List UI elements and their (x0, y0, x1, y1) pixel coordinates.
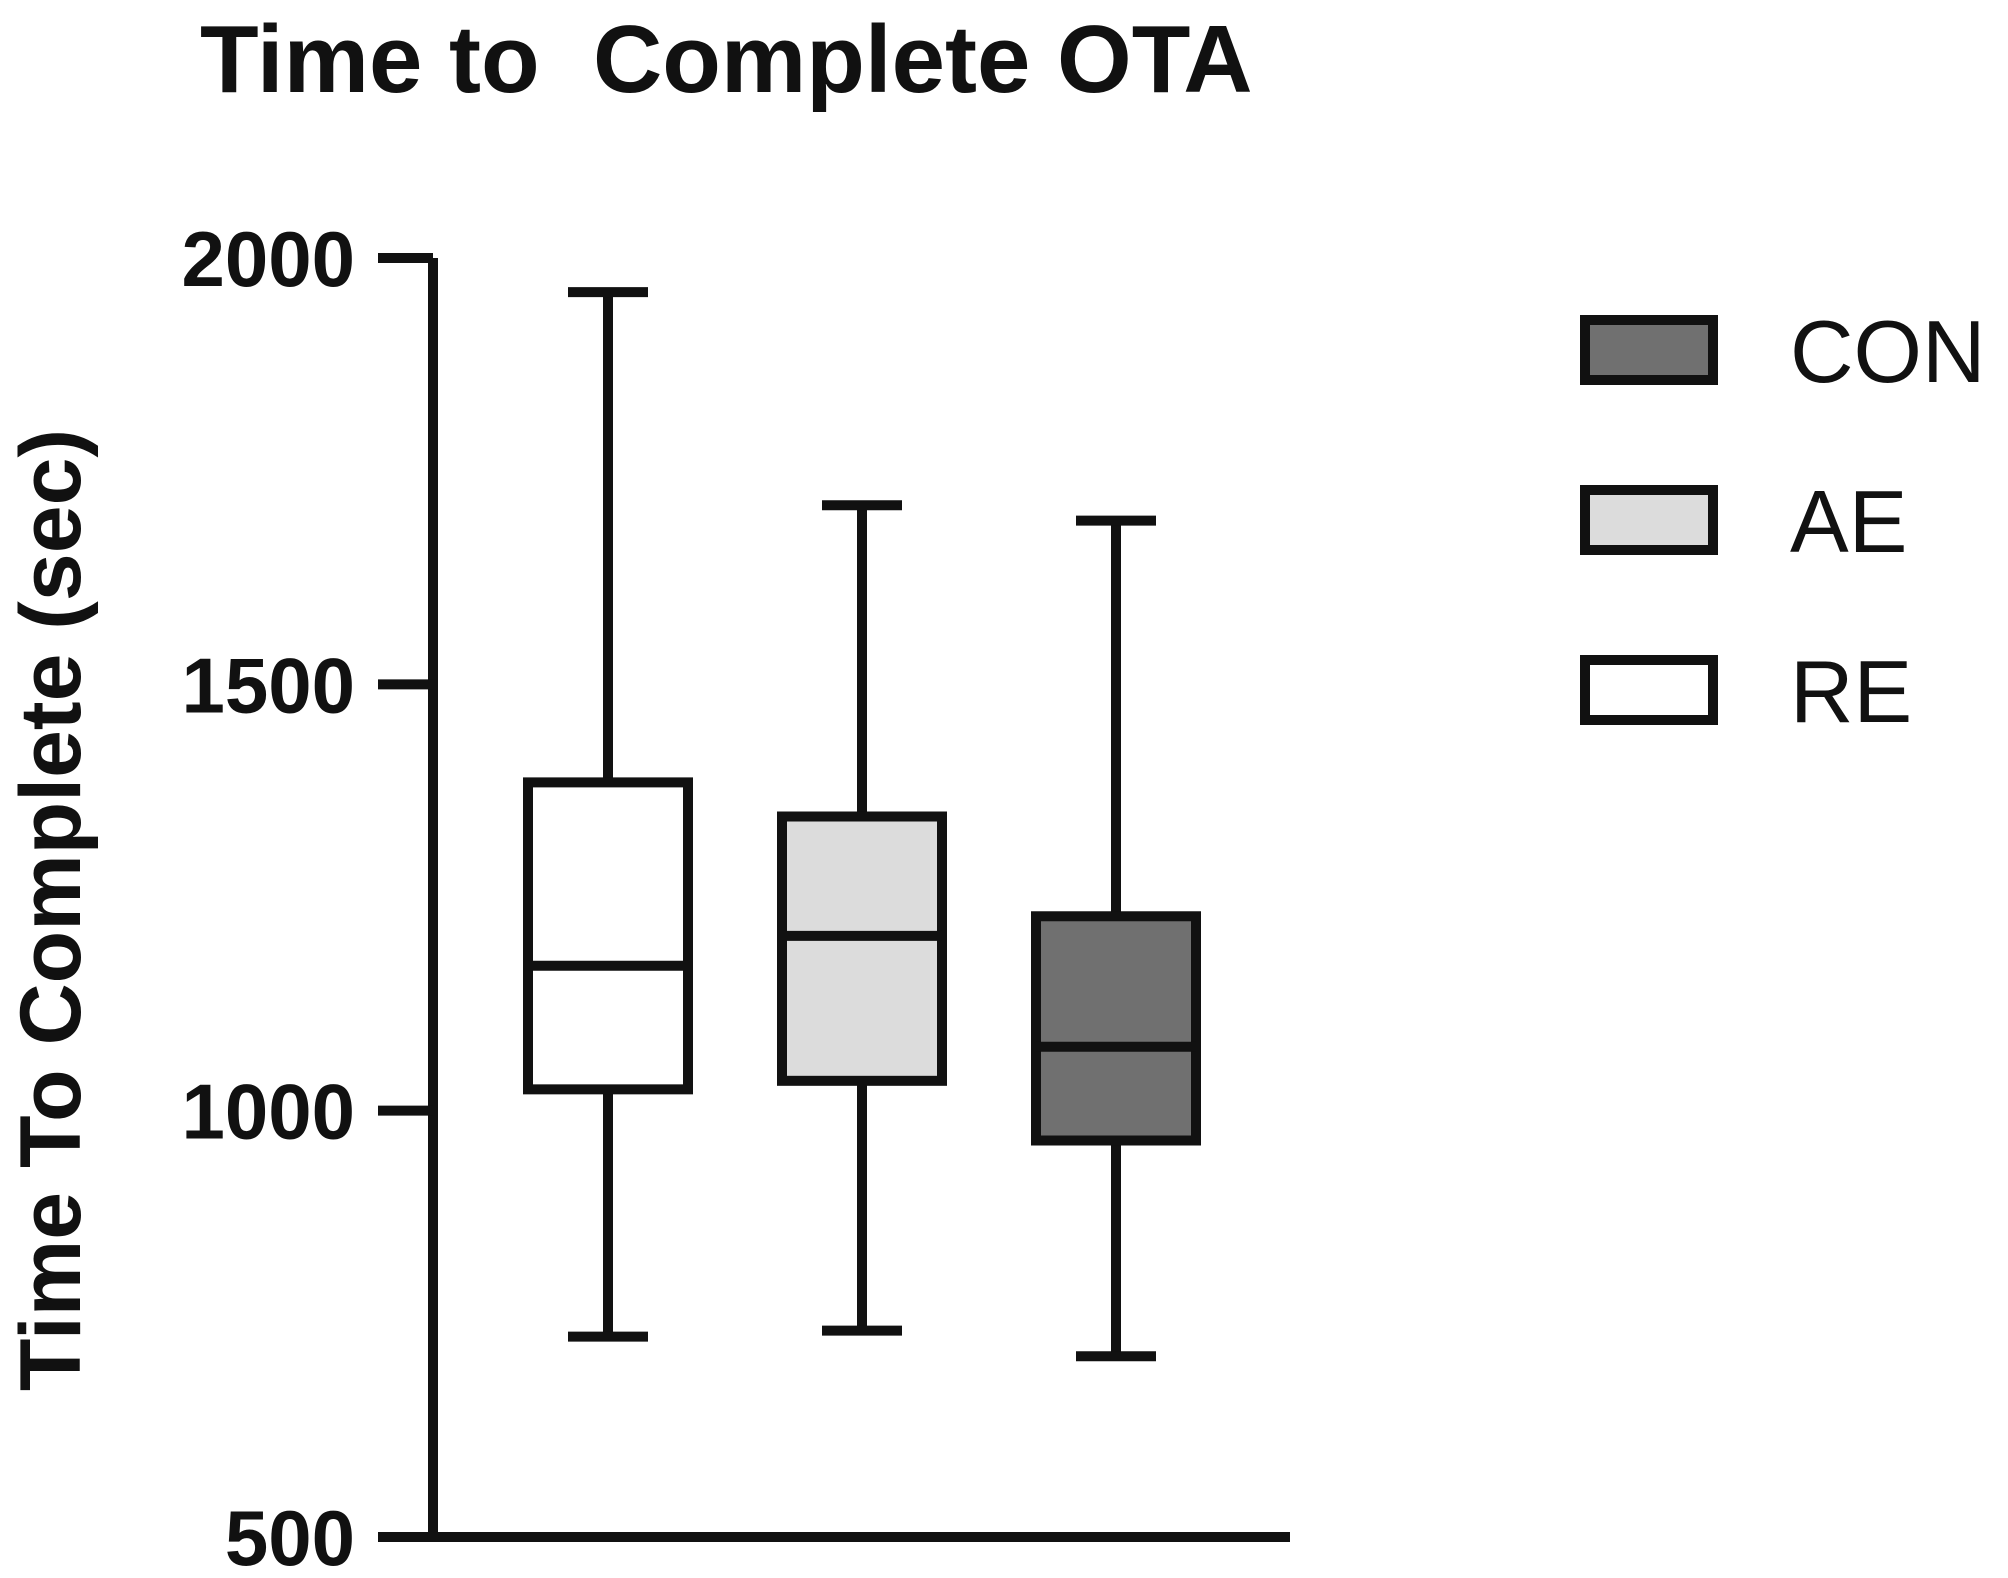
legend-item-ae: AE (1580, 472, 1907, 571)
legend: CON AE RE (1580, 302, 1986, 741)
chart-title: Time to Complete OTA (200, 6, 1253, 113)
iqr-box (777, 811, 947, 1086)
iqr-box (523, 777, 693, 1095)
y-tick-label: 1000 (181, 1068, 355, 1156)
legend-item-con: CON (1580, 302, 1986, 401)
box-plots (523, 287, 1201, 1362)
y-tick-label: 2000 (181, 215, 355, 303)
legend-swatch (1580, 315, 1718, 385)
legend-swatch (1580, 655, 1718, 725)
box-ae (777, 500, 947, 1336)
y-axis: 500 1000 1500 2000 (181, 215, 438, 1578)
legend-label: AE (1790, 472, 1907, 571)
legend-label: RE (1790, 642, 1912, 741)
legend-label: CON (1790, 302, 1986, 401)
box-con (1031, 515, 1201, 1362)
y-axis-label: Time To Complete (sec) (3, 429, 99, 1391)
y-tick-label: 500 (225, 1494, 355, 1578)
iqr-box (1031, 911, 1201, 1146)
y-tick-label: 1500 (181, 641, 355, 729)
legend-swatch (1580, 485, 1718, 555)
legend-item-re: RE (1580, 642, 1912, 741)
box-re (523, 287, 693, 1342)
